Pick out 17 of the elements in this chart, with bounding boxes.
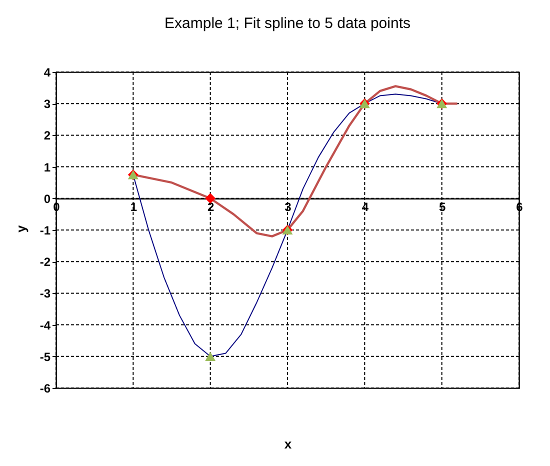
point	[205, 352, 216, 361]
y-axis-title: y	[14, 224, 28, 233]
x-tick-label: 4	[362, 200, 369, 214]
y-tick-label: 4	[44, 66, 51, 80]
x-tick-label: 5	[438, 200, 446, 214]
y-tick-label: 2	[44, 128, 51, 143]
y-tick-label: -1	[40, 224, 51, 238]
x-axis-title: x	[284, 436, 292, 452]
y-tick-label: 1	[44, 160, 51, 174]
y-tick-label: 3	[44, 97, 51, 112]
y-tick-label: -4	[40, 318, 51, 332]
y-tick-label: -2	[40, 255, 51, 270]
y-tick-label: -3	[40, 286, 51, 301]
y-tick-label: -6	[40, 382, 51, 396]
chart-title: Example 1; Fit spline to 5 data points	[164, 15, 410, 32]
y-tick-label: -5	[40, 350, 51, 364]
point	[205, 193, 216, 204]
